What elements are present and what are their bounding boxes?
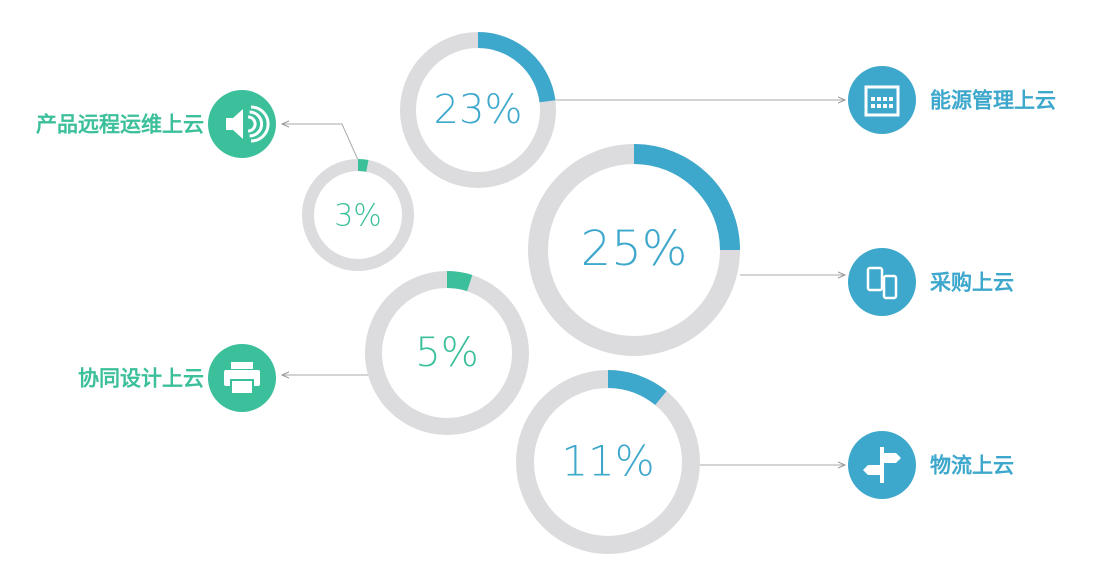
icon-shape: [231, 362, 253, 369]
category-label: 协同设计上云: [78, 366, 204, 391]
icon-shape: [889, 97, 893, 101]
icon-shape: [871, 97, 875, 101]
icon-shape: [247, 115, 257, 133]
icon-circle: [848, 66, 916, 134]
icon: [848, 248, 916, 316]
donut-arc: [357, 159, 369, 172]
icon-shape: [230, 379, 254, 395]
category-label: 采购上云: [930, 270, 1014, 295]
donut: 5%: [365, 271, 529, 435]
icon-shape: [871, 104, 875, 108]
icon-shape: [889, 104, 893, 108]
icon-shape: [882, 274, 898, 300]
donut: 3%: [302, 159, 414, 271]
icon-shape: [877, 104, 881, 108]
icon: [208, 344, 276, 412]
icon-shape: [882, 453, 901, 463]
percent-label: 3%: [334, 199, 382, 234]
icon: [848, 431, 916, 499]
icon-shape: [226, 109, 243, 139]
icon-shape: [883, 104, 887, 108]
icon: [848, 66, 916, 134]
icon-shape: [251, 105, 270, 143]
icon: [208, 90, 276, 158]
connectors: [282, 100, 845, 465]
donut: 25%: [528, 144, 740, 356]
percent-label: 25%: [581, 221, 688, 277]
donut-arc: [477, 32, 556, 103]
icon-shape: [866, 266, 884, 292]
percent-label: 11%: [561, 437, 654, 486]
icon-shape: [877, 97, 881, 101]
category-label: 能源管理上云: [930, 88, 1056, 113]
category-label: 物流上云: [930, 453, 1014, 478]
donut: 23%: [400, 32, 556, 188]
icon-shape: [249, 110, 264, 138]
category-label: 产品远程运维上云: [36, 112, 204, 137]
donut-arc: [633, 144, 740, 251]
connector: [282, 124, 359, 161]
donut-arc: [607, 370, 667, 406]
donut: 11%: [516, 370, 700, 554]
donut-arc: [446, 271, 473, 292]
percent-label: 23%: [434, 87, 523, 133]
icon-shape: [864, 85, 900, 117]
percent-label: 5%: [415, 330, 478, 376]
icon-shape: [883, 97, 887, 101]
icon-shape: [863, 465, 882, 475]
